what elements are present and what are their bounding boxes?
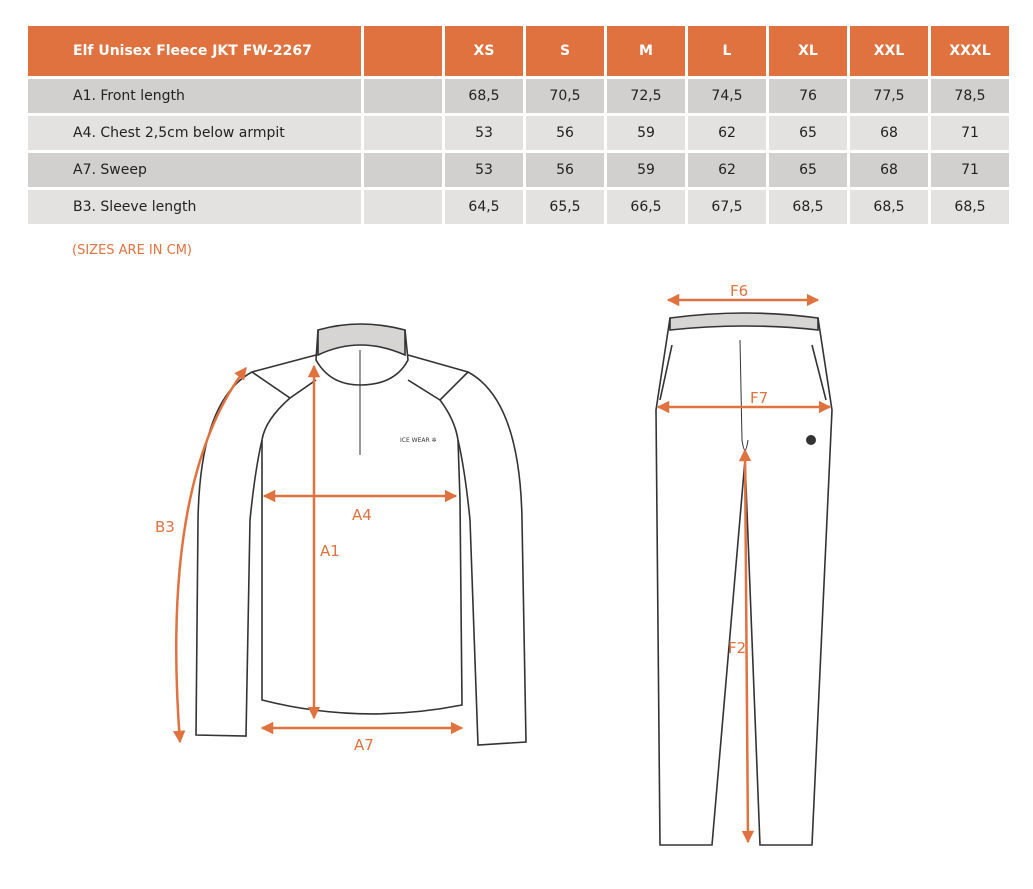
f7-label: F7: [750, 389, 768, 407]
row-label: A1. Front length: [28, 79, 361, 113]
units-note: (SIZES ARE IN CM): [72, 243, 192, 258]
blank-cell: [364, 79, 442, 113]
size-header: XL: [769, 26, 847, 76]
value-cell: 53: [445, 116, 523, 150]
table-row: A1. Front length 68,5 70,5 72,5 74,5 76 77,5 78…: [28, 79, 1009, 113]
table-row: B3. Sleeve length 64,5 65,5 66,5 67,5 68,5 68,…: [28, 190, 1009, 224]
b3-label: B3: [155, 518, 175, 536]
value-cell: 62: [688, 153, 766, 187]
value-cell: 67,5: [688, 190, 766, 224]
value-cell: 68,5: [445, 79, 523, 113]
jacket-outline: [195, 323, 527, 746]
value-cell: 64,5: [445, 190, 523, 224]
header-row: Elf Unisex Fleece JKT FW-2267 XS S M L X…: [28, 26, 1009, 76]
blank-cell: [364, 190, 442, 224]
row-label: A4. Chest 2,5cm below armpit: [28, 116, 361, 150]
blank-cell: [364, 116, 442, 150]
value-cell: 65: [769, 116, 847, 150]
value-cell: 68,5: [850, 190, 928, 224]
row-label: B3. Sleeve length: [28, 190, 361, 224]
value-cell: 78,5: [931, 79, 1009, 113]
value-cell: 71: [931, 116, 1009, 150]
value-cell: 65: [769, 153, 847, 187]
f2-label: F2: [728, 639, 746, 657]
value-cell: 53: [445, 153, 523, 187]
f6-label: F6: [730, 282, 748, 300]
value-cell: 76: [769, 79, 847, 113]
size-header: XS: [445, 26, 523, 76]
value-cell: 77,5: [850, 79, 928, 113]
size-header: XXL: [850, 26, 928, 76]
size-header: XXXL: [931, 26, 1009, 76]
a7-label: A7: [354, 736, 374, 754]
value-cell: 56: [526, 153, 604, 187]
b3-arrow: [172, 367, 247, 744]
blank-header: [364, 26, 442, 76]
blank-cell: [364, 153, 442, 187]
table-row: A4. Chest 2,5cm below armpit 53 56 59 62 65 68…: [28, 116, 1009, 150]
value-cell: 56: [526, 116, 604, 150]
value-cell: 70,5: [526, 79, 604, 113]
value-cell: 68: [850, 116, 928, 150]
f2-arrow: [738, 448, 755, 844]
size-chart-table: Elf Unisex Fleece JKT FW-2267 XS S M L X…: [25, 23, 1012, 227]
value-cell: 68,5: [769, 190, 847, 224]
table-row: A7. Sweep 53 56 59 62 65 68 71: [28, 153, 1009, 187]
value-cell: 66,5: [607, 190, 685, 224]
value-cell: 68: [850, 153, 928, 187]
value-cell: 72,5: [607, 79, 685, 113]
ice-wear-logo: ICE WEAR ✲: [400, 437, 437, 444]
value-cell: 59: [607, 153, 685, 187]
size-header: L: [688, 26, 766, 76]
value-cell: 59: [607, 116, 685, 150]
logo-icon: [806, 435, 816, 445]
pants-outline: [655, 312, 833, 846]
value-cell: 68,5: [931, 190, 1009, 224]
a4-label: A4: [352, 506, 372, 524]
row-label: A7. Sweep: [28, 153, 361, 187]
value-cell: 62: [688, 116, 766, 150]
table-title: Elf Unisex Fleece JKT FW-2267: [28, 26, 361, 76]
size-header: S: [526, 26, 604, 76]
value-cell: 65,5: [526, 190, 604, 224]
size-header: M: [607, 26, 685, 76]
a1-label: A1: [320, 542, 340, 560]
value-cell: 74,5: [688, 79, 766, 113]
measurement-arrows: [172, 293, 832, 844]
value-cell: 71: [931, 153, 1009, 187]
